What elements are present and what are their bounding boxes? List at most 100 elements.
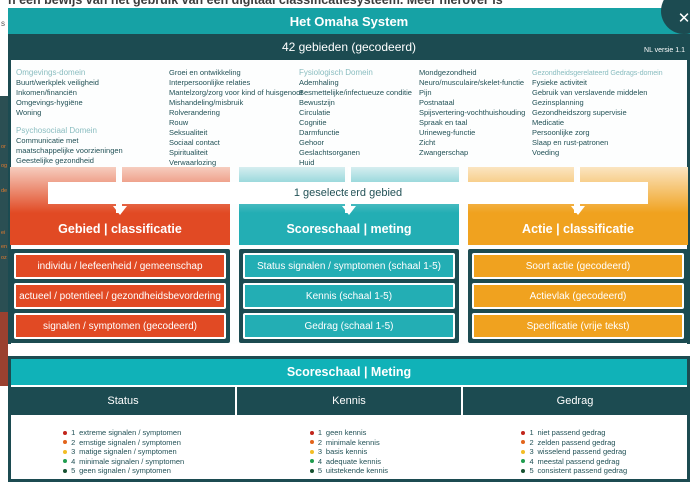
score-number: 4: [529, 456, 534, 466]
score-item: 3 wisselend passend gedrag: [521, 447, 627, 457]
domain-item: Geslachtsorganen: [299, 148, 360, 157]
score-dot-icon: [63, 440, 68, 445]
score-item: 2 ernstige signalen / symptomen: [63, 438, 184, 448]
score-list-gedrag: 1 niet passend gedrag 2 zelden passend g…: [462, 415, 687, 479]
background-text-fragment: ei: [1, 230, 6, 236]
category-boxes-scoreschaal: Status signalen / symptomen (schaal 1-5)…: [239, 249, 459, 343]
domain-item: Spijsvertering-vochthuishouding: [419, 108, 526, 117]
modal-header-bar: Het Omaha System: [8, 8, 690, 34]
down-arrow-icon: [342, 167, 356, 215]
score-label: minimale signalen / symptomen: [79, 456, 185, 466]
domain-item: Gebruik van verslavende middelen: [532, 88, 648, 97]
score-item: 3 matige signalen / symptomen: [63, 447, 184, 457]
score-number: 5: [317, 466, 323, 476]
score-number: 1: [317, 428, 323, 438]
domain-item: Cognitie: [299, 118, 327, 127]
domain-item: Circulatie: [299, 108, 331, 117]
category-box: signalen / symptomen (gecodeerd): [14, 313, 226, 339]
domain-item: Besmettelijke/infectueuze conditie: [299, 88, 412, 97]
score-panel: Scoreschaal | Meting Status Kennis Gedra…: [8, 356, 690, 482]
score-item: 2 minimale kennis: [309, 437, 388, 448]
domain-item: Gezinsplanning: [532, 98, 584, 107]
domain-item: Medicatie: [532, 118, 565, 127]
domain-column-1: Omgevings-domein Buurt/werkplek veilighe…: [16, 68, 166, 166]
score-panel-title-bar: Scoreschaal | Meting: [11, 359, 687, 385]
background-text-fragment: en: [1, 244, 8, 250]
domain-header: Gezondheidsgerelateerd Gedrags-domein: [532, 68, 663, 77]
category-box: Status signalen / symptomen (schaal 1-5): [243, 253, 455, 279]
domain-item: Verwaarlozing: [169, 158, 217, 167]
score-dot-icon: [63, 468, 68, 473]
category-box: Specificatie (vrije tekst): [472, 313, 684, 339]
score-column-header-gedrag: Gedrag: [461, 387, 687, 415]
score-label: adequate kennis: [325, 456, 381, 466]
background-text-fragment: og: [1, 163, 8, 169]
category-header-gebied: Gebied | classificatie: [10, 213, 230, 245]
score-number: 2: [317, 437, 323, 447]
panel-border-left: [8, 60, 11, 344]
subtitle-bar: 42 gebieden (gecodeerd) NL versie 1.1: [8, 34, 690, 60]
domain-item: Mantelzorg/zorg voor kind of huisgenoot: [169, 88, 303, 97]
domain-item: Zicht: [419, 138, 436, 147]
category-boxes-gebied: individu / leefeenheid / gemeenschap actu…: [10, 249, 230, 343]
domain-item: Mishandeling/misbruik: [169, 98, 244, 107]
score-list-kennis: 1 geen kennis 2 minimale kennis 3 basis …: [236, 415, 461, 479]
domain-column-2: Groei en ontwikkeling Interpersoonlijke r…: [169, 68, 303, 168]
category-box: individu / leefeenheid / gemeenschap: [14, 253, 226, 279]
score-label: uitstekende kennis: [325, 466, 389, 476]
domain-item: Rouw: [169, 118, 189, 127]
score-dot-icon: [521, 440, 526, 445]
domain-item: Gezondheidszorg supervisie: [532, 108, 627, 117]
domain-item: maatschappelijke voorzieningen: [16, 146, 123, 155]
domain-item: Groei en ontwikkeling: [169, 68, 241, 77]
category-header-scoreschaal: Scoreschaal | meting: [239, 213, 459, 245]
domain-item: Neuro/musculaire/skelet-functie: [419, 78, 525, 87]
domain-item: Zwangerschap: [419, 148, 469, 157]
score-item: 3 basis kennis: [309, 447, 388, 457]
domain-item: Interpersoonlijke relaties: [169, 78, 251, 87]
score-list-status: 1 extreme signalen / symptomen 2 ernstig…: [11, 415, 236, 479]
score-number: 3: [317, 447, 323, 457]
score-label: minimale kennis: [325, 437, 380, 447]
score-label: wisselend passend gedrag: [537, 447, 627, 457]
domain-item: Inkomen/financiën: [16, 88, 77, 97]
score-label: geen signalen / symptomen: [79, 466, 171, 476]
score-label: matige signalen / symptomen: [79, 447, 177, 457]
category-boxes-actie: Soort actie (gecodeerd) Actievlak (gecode…: [468, 249, 688, 343]
background-page-text: n een bewijs van het gebruik van een dig…: [8, 0, 503, 7]
domain-item: Ademhaling: [299, 78, 339, 87]
score-dot-icon: [309, 459, 314, 464]
domain-item: Geestelijke gezondheid: [16, 156, 94, 165]
score-label: basis kennis: [325, 447, 368, 457]
down-arrow-icon: [113, 167, 127, 215]
modal-title: Het Omaha System: [289, 13, 409, 29]
down-arrow-icon: [571, 167, 585, 215]
domain-item: Spiritualiteit: [169, 148, 208, 157]
domain-item: Seksualiteit: [169, 128, 208, 137]
category-header-actie: Actie | classificatie: [468, 213, 688, 245]
score-item: 4 meestal passend gedrag: [521, 457, 627, 467]
score-dot-icon: [309, 430, 314, 435]
score-label: niet passend gedrag: [537, 428, 606, 438]
score-lists: 1 extreme signalen / symptomen 2 ernstig…: [11, 415, 687, 479]
background-image-strip: [0, 96, 8, 312]
domain-item: Voeding: [532, 148, 560, 157]
score-dot-icon: [309, 440, 314, 445]
background-text-fragment: or: [1, 144, 6, 150]
score-dot-icon: [309, 468, 314, 473]
domain-item: Darmfunctie: [299, 128, 340, 137]
score-item: 1 extreme signalen / symptomen: [63, 428, 184, 438]
score-number: 5: [71, 466, 76, 476]
score-item: 4 minimale signalen / symptomen: [63, 457, 184, 467]
score-dot-icon: [63, 459, 68, 464]
domain-item: Fysieke activiteit: [532, 78, 588, 87]
domain-item: Postnataal: [419, 98, 455, 107]
domain-column-5: Gezondheidsgerelateerd Gedrags-domein Fy…: [532, 68, 686, 158]
domain-column-4: Mondgezondheid Neuro/musculaire/skelet-fu…: [419, 68, 531, 158]
domain-header: Omgevings-domein: [16, 68, 86, 77]
score-number: 1: [529, 428, 534, 438]
category-box: Gedrag (schaal 1-5): [243, 313, 455, 339]
score-dot-icon: [521, 459, 526, 464]
score-column-header-status: Status: [107, 395, 139, 407]
